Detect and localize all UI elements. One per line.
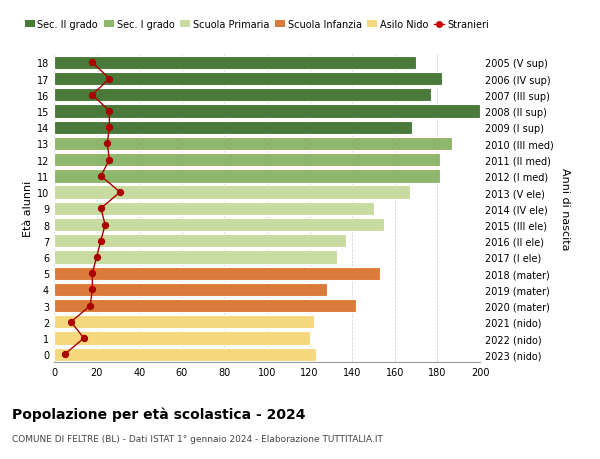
Bar	[54, 137, 452, 151]
Bar	[54, 283, 326, 297]
Bar	[54, 154, 440, 167]
Point	[96, 205, 106, 213]
Bar	[54, 218, 384, 232]
Y-axis label: Anni di nascita: Anni di nascita	[560, 168, 570, 250]
Bar	[54, 299, 356, 313]
Bar	[54, 202, 373, 215]
Point	[88, 270, 97, 277]
Point	[88, 92, 97, 99]
Bar	[54, 315, 314, 329]
Point	[92, 254, 101, 261]
Point	[66, 319, 76, 326]
Point	[96, 173, 106, 180]
Bar	[54, 73, 442, 86]
Point	[115, 189, 125, 196]
Bar	[54, 267, 380, 280]
Text: Popolazione per età scolastica - 2024: Popolazione per età scolastica - 2024	[12, 406, 305, 421]
Point	[104, 157, 114, 164]
Point	[103, 140, 112, 148]
Point	[104, 108, 114, 115]
Point	[85, 302, 95, 310]
Point	[60, 351, 70, 358]
Point	[100, 221, 110, 229]
Bar	[54, 348, 316, 361]
Point	[88, 286, 97, 293]
Point	[79, 335, 89, 342]
Bar	[54, 89, 431, 102]
Bar	[54, 235, 346, 248]
Bar	[54, 121, 412, 134]
Point	[88, 60, 97, 67]
Bar	[54, 251, 337, 264]
Text: COMUNE DI FELTRE (BL) - Dati ISTAT 1° gennaio 2024 - Elaborazione TUTTITALIA.IT: COMUNE DI FELTRE (BL) - Dati ISTAT 1° ge…	[12, 434, 383, 443]
Bar	[54, 56, 416, 70]
Bar	[54, 105, 480, 118]
Point	[104, 124, 114, 132]
Bar	[54, 170, 440, 183]
Y-axis label: Età alunni: Età alunni	[23, 181, 32, 237]
Bar	[54, 186, 410, 199]
Point	[96, 238, 106, 245]
Bar	[54, 332, 310, 345]
Legend: Sec. II grado, Sec. I grado, Scuola Primaria, Scuola Infanzia, Asilo Nido, Stran: Sec. II grado, Sec. I grado, Scuola Prim…	[25, 20, 488, 30]
Point	[104, 76, 114, 83]
